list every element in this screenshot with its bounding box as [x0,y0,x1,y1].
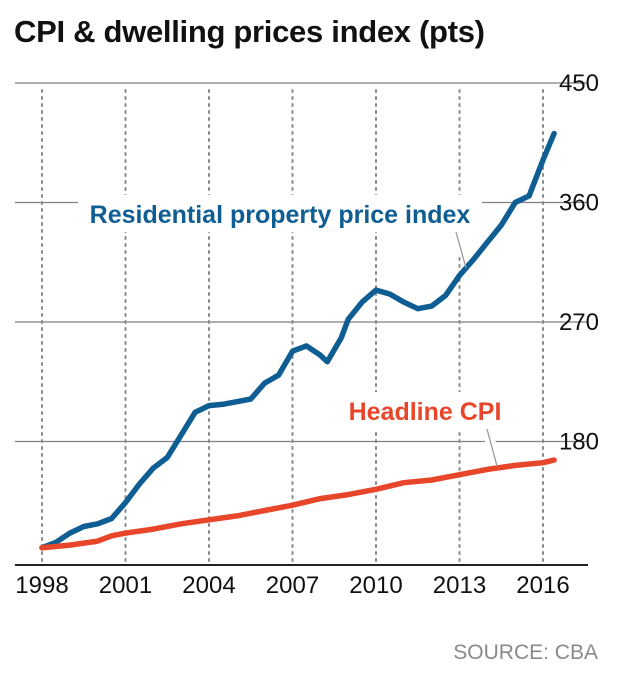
y-tick-label: 450 [559,70,599,97]
x-tick-label: 1998 [15,572,68,599]
y-tick-label: 270 [559,309,599,336]
cpi-series-line [39,457,557,551]
residential-series-line [39,130,557,551]
cpi-label-box [349,392,501,466]
x-tick-label: 2013 [433,572,486,599]
series-lines [39,130,557,551]
residential-label: Residential property price index [78,195,482,269]
y-tick-label: 180 [559,429,599,456]
cpi-label: Headline CPI [349,392,502,467]
cpi-label-pointer [486,428,498,467]
axes: 180 270 360 450 1998 2001 2004 2007 2010 2013 2016 [15,70,599,599]
cpi-label-text: Headline CPI [349,398,502,426]
residential-label-box [78,195,482,268]
y-tick-label: 360 [559,190,599,217]
residential-label-text: Residential property price index [90,201,471,229]
x-tick-label: 2016 [516,572,569,599]
x-tick-label: 2001 [99,572,152,599]
x-tick-label: 2010 [349,572,402,599]
x-tick-label: 2004 [182,572,235,599]
source-note: SOURCE: CBA [453,641,598,664]
series-labels: Residential property price index Headline… [78,195,502,467]
residential-label-pointer [455,231,467,269]
x-tick-label: 2007 [266,572,319,599]
chart-title: CPI & dwelling prices index (pts) [14,14,485,49]
grid [15,82,588,566]
